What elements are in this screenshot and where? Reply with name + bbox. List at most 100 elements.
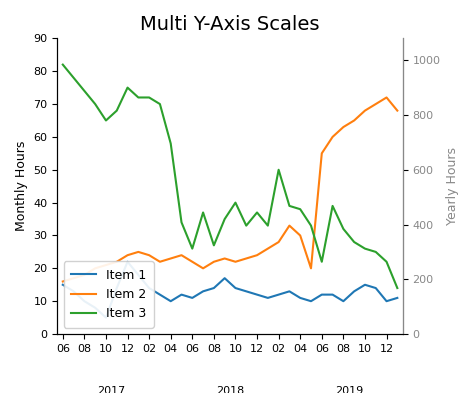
Item 2 bbox=[136, 250, 141, 254]
Item 3 bbox=[125, 85, 130, 90]
Item 2 bbox=[103, 263, 109, 267]
Item 1 bbox=[190, 296, 195, 300]
Item 2 bbox=[308, 266, 314, 271]
Item 1 bbox=[71, 289, 76, 294]
Item 2 bbox=[383, 95, 389, 100]
Item 1 bbox=[168, 299, 173, 303]
Item 1 bbox=[222, 276, 228, 281]
Item 1 bbox=[394, 296, 400, 300]
Item 3 bbox=[222, 217, 228, 221]
Item 1 bbox=[276, 292, 282, 297]
Item 2 bbox=[146, 253, 152, 257]
Item 2 bbox=[265, 246, 271, 251]
Item 3 bbox=[200, 210, 206, 215]
Text: 2018: 2018 bbox=[216, 386, 244, 393]
Item 2 bbox=[340, 125, 346, 129]
Item 3 bbox=[351, 240, 357, 244]
Item 2 bbox=[351, 118, 357, 123]
Item 1 bbox=[362, 283, 368, 287]
Item 2 bbox=[60, 279, 65, 284]
Item 2 bbox=[297, 233, 303, 238]
Item 3 bbox=[71, 75, 76, 80]
Item 1 bbox=[179, 292, 184, 297]
Item 3 bbox=[254, 210, 260, 215]
Item 3 bbox=[60, 62, 65, 67]
Item 2 bbox=[233, 259, 238, 264]
Item 3 bbox=[319, 259, 325, 264]
Item 2 bbox=[125, 253, 130, 257]
Item 3 bbox=[330, 204, 336, 208]
Item 1 bbox=[146, 286, 152, 290]
Item 3 bbox=[92, 102, 98, 107]
Item 2 bbox=[362, 108, 368, 113]
Item 1 bbox=[297, 296, 303, 300]
Item 3 bbox=[287, 204, 292, 208]
Item 1 bbox=[157, 292, 163, 297]
Y-axis label: Yearly Hours: Yearly Hours bbox=[446, 147, 459, 225]
Item 2 bbox=[373, 102, 379, 107]
Item 3 bbox=[362, 246, 368, 251]
Item 2 bbox=[179, 253, 184, 257]
Item 1 bbox=[244, 289, 249, 294]
Item 3 bbox=[211, 243, 217, 248]
Item 3 bbox=[297, 207, 303, 211]
Line: Item 3: Item 3 bbox=[63, 64, 397, 288]
Item 2 bbox=[114, 259, 119, 264]
Item 2 bbox=[71, 276, 76, 281]
Item 2 bbox=[276, 240, 282, 244]
Item 2 bbox=[157, 259, 163, 264]
Item 2 bbox=[190, 259, 195, 264]
Item 1 bbox=[92, 305, 98, 310]
Item 1 bbox=[330, 292, 336, 297]
Line: Item 2: Item 2 bbox=[63, 97, 397, 281]
Item 3 bbox=[308, 223, 314, 228]
Item 3 bbox=[179, 220, 184, 225]
Item 3 bbox=[168, 141, 173, 146]
Item 1 bbox=[340, 299, 346, 303]
Legend: Item 1, Item 2, Item 3: Item 1, Item 2, Item 3 bbox=[64, 261, 154, 328]
Item 2 bbox=[200, 266, 206, 271]
Item 1 bbox=[233, 286, 238, 290]
Item 1 bbox=[82, 299, 87, 303]
Item 2 bbox=[244, 256, 249, 261]
Item 1 bbox=[373, 286, 379, 290]
Item 2 bbox=[330, 134, 336, 139]
Item 1 bbox=[351, 289, 357, 294]
Item 3 bbox=[383, 259, 389, 264]
Item 1 bbox=[103, 315, 109, 320]
Item 1 bbox=[265, 296, 271, 300]
Item 3 bbox=[233, 200, 238, 205]
Item 3 bbox=[265, 223, 271, 228]
Item 3 bbox=[136, 95, 141, 100]
Item 1 bbox=[287, 289, 292, 294]
Item 3 bbox=[114, 108, 119, 113]
Item 2 bbox=[254, 253, 260, 257]
Item 1 bbox=[383, 299, 389, 303]
Item 1 bbox=[125, 259, 130, 264]
Item 1 bbox=[254, 292, 260, 297]
Title: Multi Y-Axis Scales: Multi Y-Axis Scales bbox=[140, 15, 320, 34]
Item 1 bbox=[319, 292, 325, 297]
Item 2 bbox=[92, 266, 98, 271]
Item 2 bbox=[211, 259, 217, 264]
Item 2 bbox=[168, 256, 173, 261]
Item 1 bbox=[308, 299, 314, 303]
Text: 2019: 2019 bbox=[335, 386, 363, 393]
Item 3 bbox=[394, 286, 400, 290]
Item 3 bbox=[276, 167, 282, 172]
Item 2 bbox=[319, 151, 325, 156]
Text: 2017: 2017 bbox=[97, 386, 126, 393]
Item 3 bbox=[244, 223, 249, 228]
Item 3 bbox=[157, 102, 163, 107]
Item 2 bbox=[82, 273, 87, 277]
Line: Item 1: Item 1 bbox=[63, 262, 397, 318]
Item 2 bbox=[394, 108, 400, 113]
Item 1 bbox=[136, 273, 141, 277]
Item 3 bbox=[190, 246, 195, 251]
Item 1 bbox=[60, 283, 65, 287]
Item 3 bbox=[146, 95, 152, 100]
Item 1 bbox=[114, 286, 119, 290]
Item 2 bbox=[222, 256, 228, 261]
Y-axis label: Monthly Hours: Monthly Hours bbox=[15, 141, 28, 231]
Item 1 bbox=[200, 289, 206, 294]
